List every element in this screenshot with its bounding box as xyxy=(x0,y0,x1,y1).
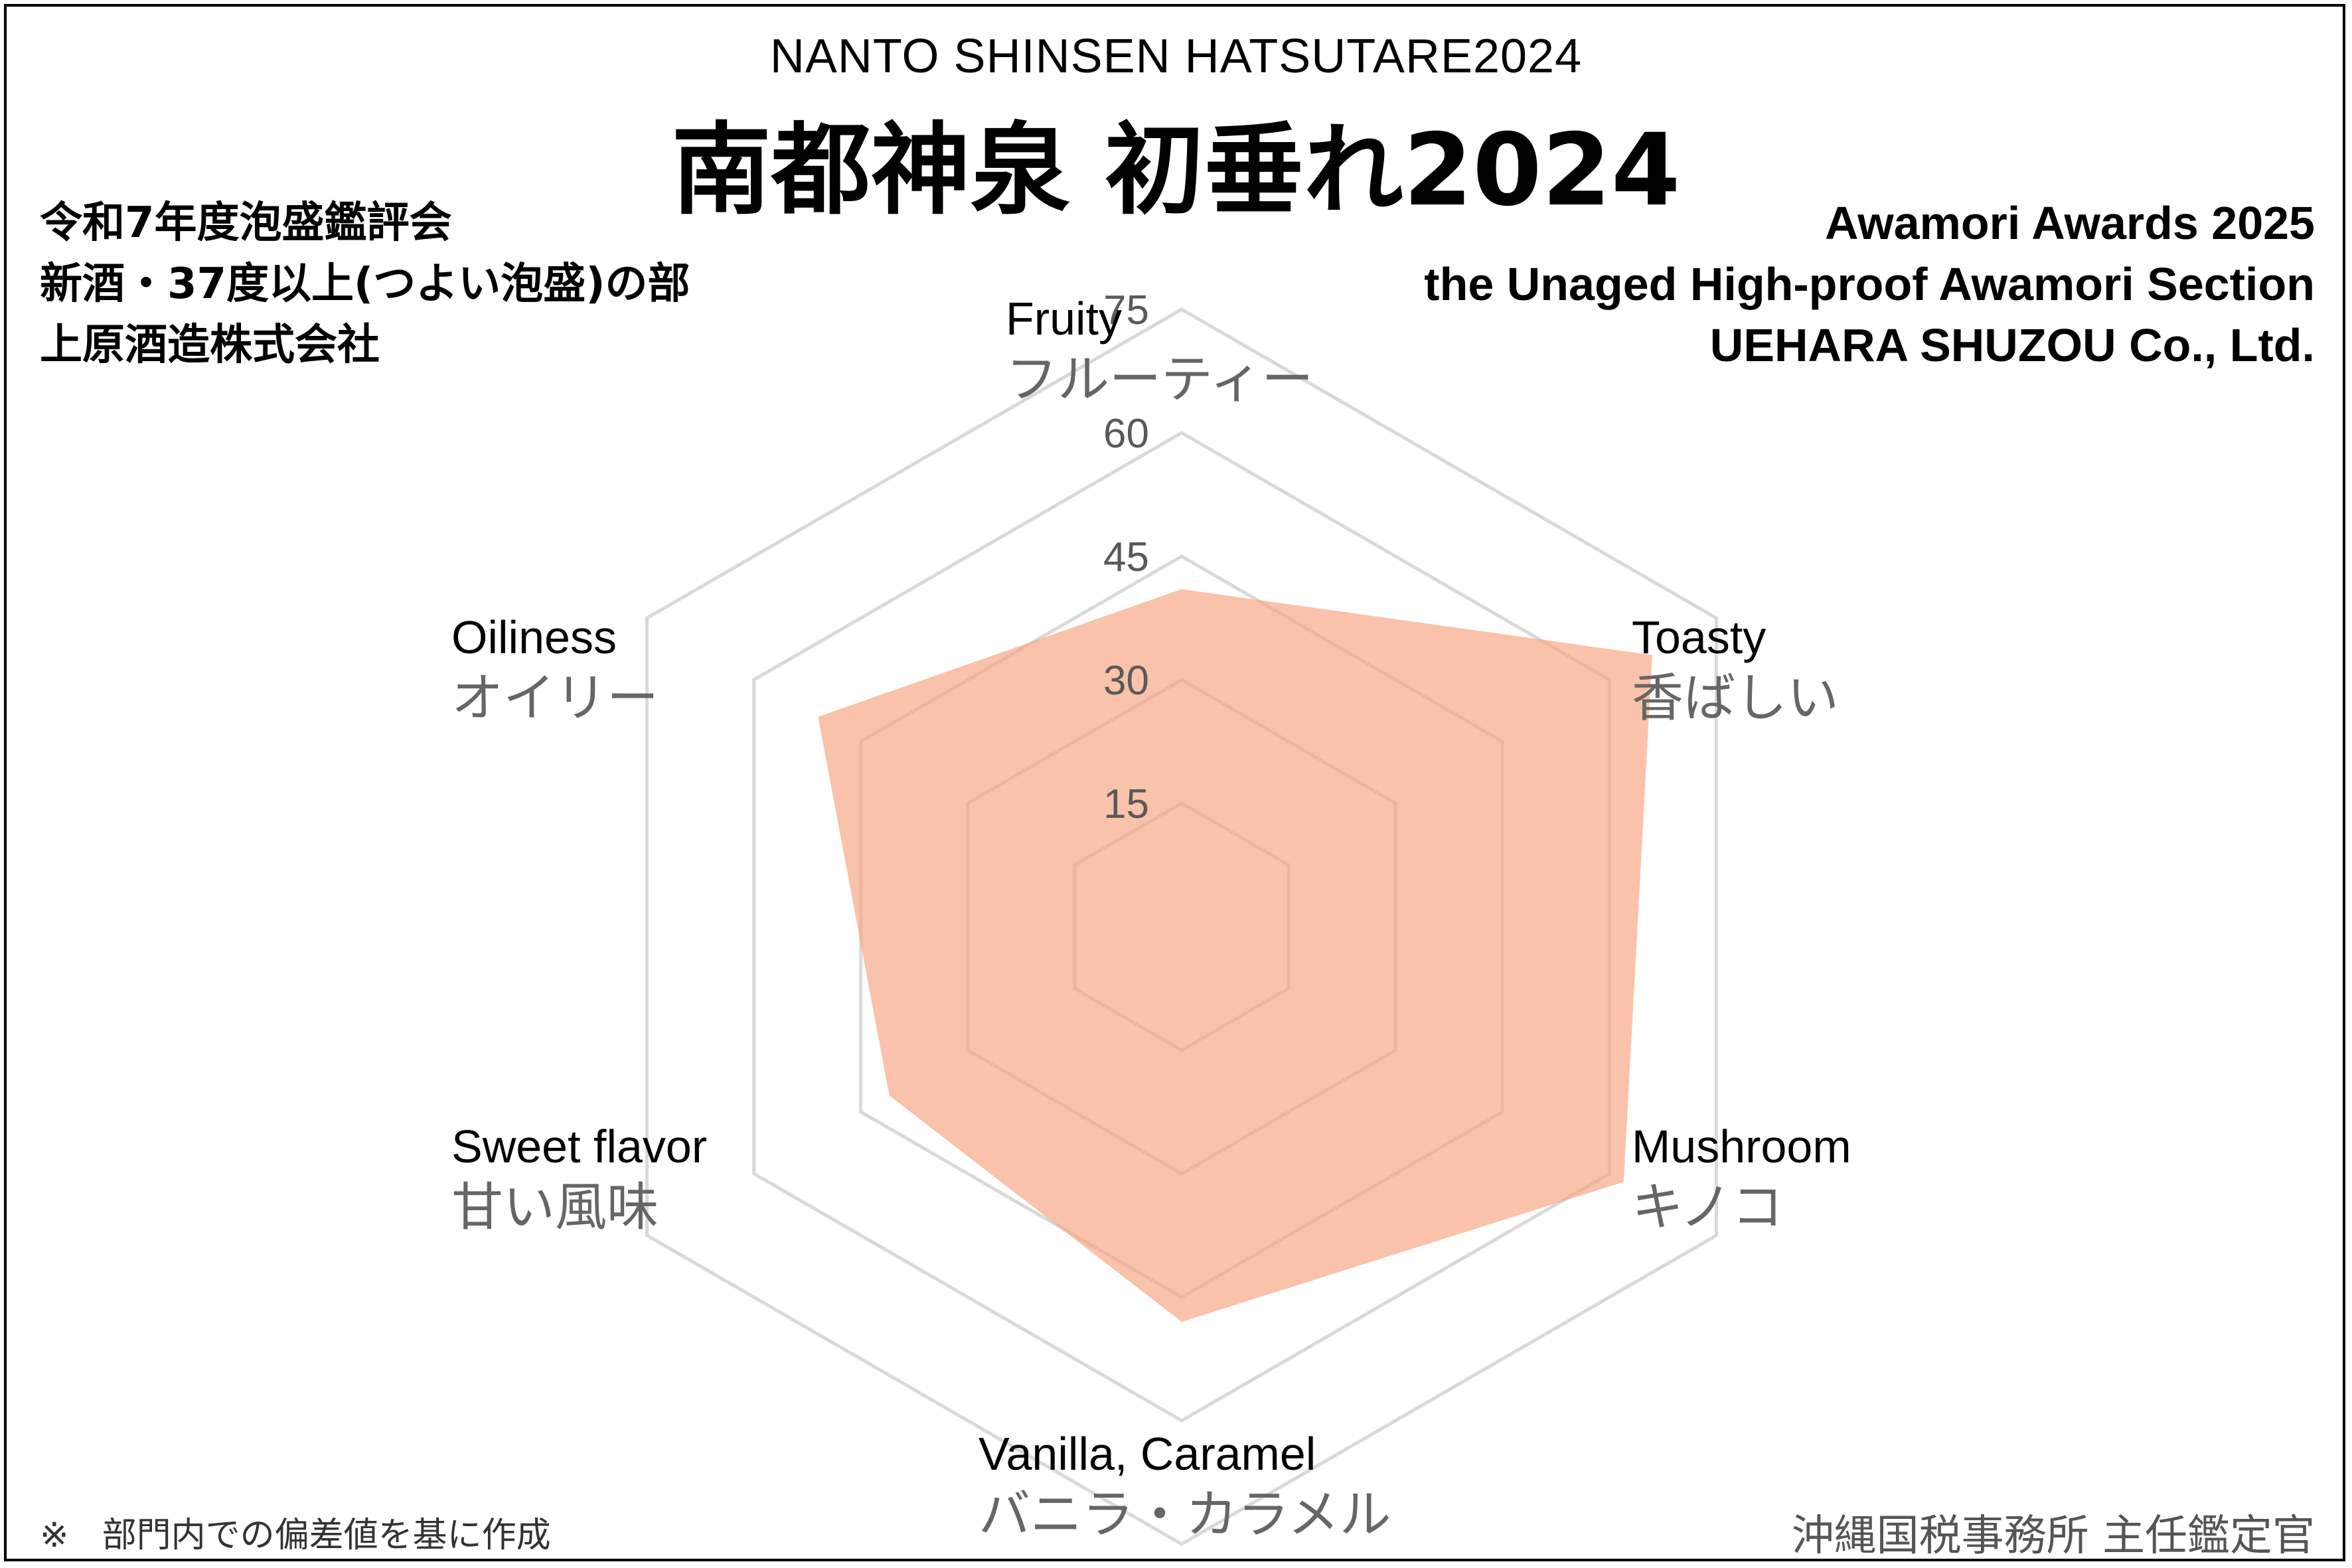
tick-label-15: 15 xyxy=(1103,781,1149,827)
axis-label-ja: フルーティー xyxy=(1006,350,1314,410)
axis-label-en: Fruity xyxy=(1006,293,1122,345)
methodology-note: ※ 部門内での偏差値を基に作成 xyxy=(40,1507,551,1557)
axis-label-fruity: Fruity フルーティー xyxy=(1006,291,1313,413)
tick-label-45: 45 xyxy=(1103,534,1149,580)
competition-name-ja: 令和7年度泡盛鑑評会 xyxy=(40,198,452,248)
axis-label-oiliness: Oiliness オイリー xyxy=(451,609,659,732)
tick-label-75: 75 xyxy=(1103,287,1149,333)
chart-frame xyxy=(4,4,2345,1561)
axis-label-ja: バニラ・カラメル xyxy=(979,1485,1391,1545)
axis-label-ja: 香ばしい xyxy=(1632,668,1840,728)
radar-tick-labels: 15 30 45 60 75 xyxy=(1103,287,1149,827)
axis-label-sweet-flavor: Sweet flavor 甘い風味 xyxy=(451,1119,707,1241)
axis-label-en: Oiliness xyxy=(451,611,617,663)
axis-label-en: Vanilla, Caramel xyxy=(979,1428,1316,1480)
series-area xyxy=(818,589,1652,1322)
axis-label-ja: キノコ xyxy=(1632,1178,1784,1237)
axis-label-mushroom: Mushroom キノコ xyxy=(1632,1119,1851,1241)
tick-label-30: 30 xyxy=(1103,658,1149,704)
axis-label-en: Sweet flavor xyxy=(451,1121,708,1172)
section-name-en: the Unaged High-proof Awamori Section xyxy=(1424,258,2315,310)
company-name-en: UEHARA SHUZOU Co., Ltd. xyxy=(1709,319,2315,371)
competition-name-en: Awamori Awards 2025 xyxy=(1825,197,2315,249)
section-name-ja: 新酒・37度以上(つよい泡盛)の部 xyxy=(40,260,690,309)
chart-title-japanese: 南都神泉 初垂れ2024 xyxy=(671,113,1681,228)
gridline-75 xyxy=(645,307,1718,1546)
competition-info-english: Awamori Awards 2025 the Unaged High-proo… xyxy=(1424,193,2315,376)
axis-label-ja: オイリー xyxy=(451,668,659,728)
reference-mark: ※ xyxy=(40,1516,69,1555)
competition-info-japanese: 令和7年度泡盛鑑評会 新酒・37度以上(つよい泡盛)の部 上原酒造株式会社 xyxy=(40,193,690,376)
company-name-ja: 上原酒造株式会社 xyxy=(40,321,380,370)
methodology-note-text: 部門内での偏差値を基に作成 xyxy=(102,1516,551,1555)
issuer-credit: 沖縄国税事務所 主任鑑定官 xyxy=(1791,1512,2315,1561)
chart-title-english: NANTO SHINSEN HATSUTARE2024 xyxy=(769,30,1583,83)
radar-series xyxy=(818,589,1652,1322)
tick-label-60: 60 xyxy=(1103,411,1149,457)
axis-label-en: Mushroom xyxy=(1632,1121,1851,1172)
axis-label-vanilla-caramel: Vanilla, Caramel バニラ・カラメル xyxy=(979,1426,1391,1548)
axis-label-toasty: Toasty 香ばしい xyxy=(1632,609,1839,732)
axis-label-en: Toasty xyxy=(1632,611,1766,663)
axis-label-ja: 甘い風味 xyxy=(451,1178,659,1237)
